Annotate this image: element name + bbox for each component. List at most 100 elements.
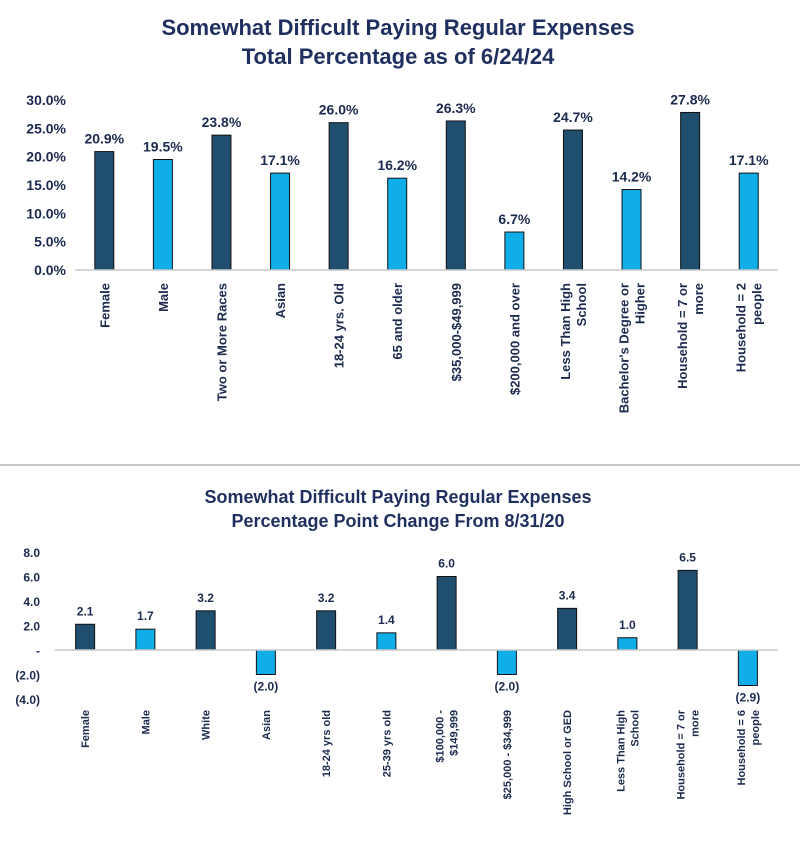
bar: [195, 610, 216, 651]
category-label-line: Male: [156, 283, 171, 312]
y-tick-label: 8.0: [23, 546, 40, 560]
data-label: 24.7%: [553, 109, 593, 125]
bar: [328, 122, 349, 271]
data-label: 2.1: [77, 604, 94, 618]
data-label: 14.2%: [612, 169, 652, 185]
y-tick-label: 25.0%: [26, 120, 66, 136]
y-tick-label: 6.0: [23, 571, 40, 585]
y-tick-label: 4.0: [23, 595, 40, 609]
y-tick-label: 20.0%: [26, 149, 66, 165]
bar: [376, 632, 397, 651]
category-label: $200,000 and over: [507, 283, 522, 395]
category-label-line: Asian: [261, 710, 273, 740]
category-label-line: School: [574, 283, 589, 326]
data-label: 27.8%: [670, 91, 710, 107]
category-label: Male: [156, 283, 171, 312]
category-label-line: people: [750, 710, 762, 745]
category-label: 65 and older: [390, 283, 405, 360]
y-tick-label: 15.0%: [26, 177, 66, 193]
data-label: 20.9%: [84, 131, 124, 147]
bar: [94, 151, 115, 271]
bar: [504, 231, 525, 271]
category-label-line: Less Than High: [615, 710, 627, 792]
y-tick-label: 0.0%: [34, 262, 66, 278]
data-label: 3.2: [318, 591, 335, 605]
category-label: White: [201, 710, 213, 740]
category-label-line: $35,000-$49,999: [449, 283, 464, 381]
category-label: $35,000-$49,999: [449, 283, 464, 381]
data-label: 23.8%: [202, 114, 242, 130]
bar: [562, 129, 583, 271]
data-label: 1.0: [619, 618, 636, 632]
bar: [445, 120, 466, 271]
category-label: Household = 6 people: [736, 710, 762, 786]
bar: [135, 628, 156, 651]
category-label: Male: [140, 710, 152, 734]
data-label: 26.0%: [319, 102, 359, 118]
bar: [316, 610, 337, 651]
chart2-title: Somewhat Difficult Paying Regular Expens…: [204, 487, 591, 507]
bar: [75, 623, 96, 651]
category-label-line: Female: [97, 283, 112, 328]
category-label: 18-24 yrs. Old: [332, 283, 347, 368]
data-label: 3.2: [197, 591, 214, 605]
category-label-line: 25-39 yrs old: [381, 710, 393, 777]
category-label: High School or GED: [562, 710, 574, 815]
y-tick-label: 10.0%: [26, 205, 66, 221]
category-label: Bachelor's Degree orHigher: [617, 283, 648, 413]
category-label: Less Than HighSchool: [558, 283, 589, 380]
bar: [152, 159, 173, 271]
category-label-line: High School or GED: [562, 710, 574, 815]
category-label-line: more: [691, 283, 706, 315]
bar: [621, 189, 642, 271]
y-tick-label: -: [36, 644, 40, 658]
category-label: Household = 2people: [734, 283, 765, 372]
category-label: Asian: [261, 710, 273, 740]
bar: [270, 172, 291, 271]
category-label-line: Higher: [633, 283, 648, 324]
category-label-line: Male: [140, 710, 152, 734]
category-label-line: 65 and older: [390, 283, 405, 360]
chart1-subtitle: Total Percentage as of 6/24/24: [242, 44, 555, 69]
category-label-line: White: [201, 710, 213, 740]
category-label: $25,000 - $34,999: [502, 710, 514, 799]
data-label: 19.5%: [143, 139, 183, 155]
data-label: (2.0): [254, 680, 279, 694]
data-label: 17.1%: [260, 152, 300, 168]
category-label-line: 18-24 yrs old: [321, 710, 333, 777]
category-label: 25-39 yrs old: [381, 710, 393, 777]
category-label-line: Household = 2: [734, 283, 749, 372]
y-tick-label: 5.0%: [34, 234, 66, 250]
y-tick-label: (4.0): [15, 693, 40, 707]
y-tick-label: 2.0: [23, 620, 40, 634]
bar: [255, 649, 276, 675]
chart-point-change: Somewhat Difficult Paying Regular Expens…: [15, 487, 778, 815]
bar: [387, 177, 408, 271]
bar: [680, 111, 701, 271]
category-label-line: School: [629, 710, 641, 747]
data-label: 6.7%: [498, 211, 530, 227]
bar: [436, 576, 457, 651]
category-label: 18-24 yrs old: [321, 710, 333, 777]
chart-divider: [0, 464, 800, 466]
category-label-line: Asian: [273, 283, 288, 318]
data-label: 16.2%: [377, 157, 417, 173]
data-label: 1.4: [378, 613, 395, 627]
category-label-line: Two or More Races: [214, 283, 229, 401]
y-tick-label: 30.0%: [26, 92, 66, 108]
category-label: Asian: [273, 283, 288, 318]
chart-total-percentage: Somewhat Difficult Paying Regular Expens…: [26, 15, 778, 413]
bar: [557, 607, 578, 651]
data-label: (2.0): [495, 680, 520, 694]
data-label: 6.5: [679, 550, 696, 564]
category-label-line: 18-24 yrs. Old: [332, 283, 347, 368]
category-label-line: Household = 7 or: [675, 283, 690, 389]
category-label: Two or More Races: [214, 283, 229, 401]
chart1-title: Somewhat Difficult Paying Regular Expens…: [161, 15, 634, 40]
data-label: 3.4: [559, 588, 576, 602]
category-label-line: more: [690, 710, 702, 737]
data-label: (2.9): [736, 691, 761, 705]
category-label-line: $200,000 and over: [507, 283, 522, 395]
